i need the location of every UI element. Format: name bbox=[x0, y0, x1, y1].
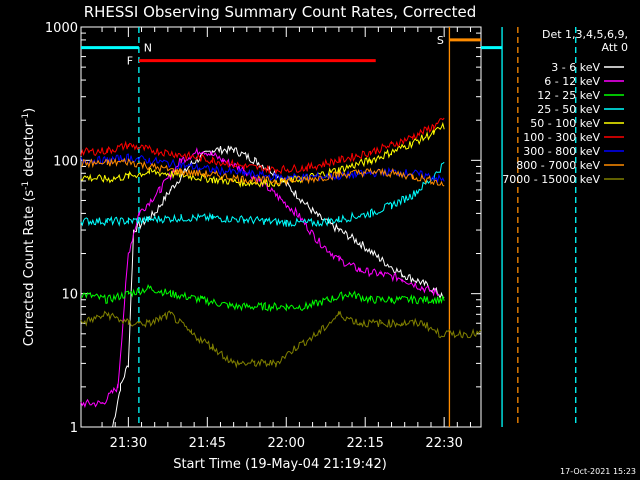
legend-entry-label: 12 - 25 keV bbox=[537, 89, 600, 102]
series-line bbox=[80, 146, 440, 409]
series-line bbox=[80, 284, 445, 313]
x-tick-label: 21:45 bbox=[189, 436, 226, 451]
y-tick-label: 10 bbox=[61, 288, 78, 303]
series-line bbox=[80, 310, 482, 369]
x-tick-label: 22:30 bbox=[425, 436, 462, 451]
timestamp: 17-Oct-2021 15:23 bbox=[560, 467, 636, 476]
chart-title: RHESSI Observing Summary Count Rates, Co… bbox=[84, 3, 477, 21]
legend-entry-label: 50 - 100 keV bbox=[530, 117, 600, 130]
legend-entry-label: 6 - 12 keV bbox=[544, 75, 600, 88]
series-line bbox=[112, 145, 445, 428]
series-line bbox=[80, 157, 445, 187]
legend-entry-label: 3 - 6 keV bbox=[551, 61, 600, 74]
y-axis-label: Corrected Count Rate (s-1 detector-1) bbox=[21, 108, 37, 346]
y-tick-label: 100 bbox=[53, 154, 78, 169]
legend-entry-label: 800 - 7000 keV bbox=[516, 159, 600, 172]
x-tick-label: 22:00 bbox=[268, 436, 305, 451]
x-tick-label: 21:30 bbox=[110, 436, 147, 451]
marker-label: S bbox=[437, 34, 444, 47]
x-axis-label: Start Time (19-May-04 21:19:42) bbox=[173, 457, 387, 472]
y-axis-ticks: 1 10 100 1000 bbox=[45, 21, 481, 436]
legend-entry-label: 25 - 50 keV bbox=[537, 103, 600, 116]
series-line bbox=[80, 117, 445, 175]
attenuator-markers: NF S bbox=[81, 27, 577, 427]
y-tick-label: 1000 bbox=[45, 21, 78, 36]
x-tick-label: 22:15 bbox=[346, 436, 383, 451]
plot-frame bbox=[80, 26, 482, 428]
series-lines bbox=[80, 117, 482, 428]
legend-header: Det 1,3,4,5,6,9, bbox=[542, 28, 628, 41]
marker-label: N bbox=[144, 42, 152, 55]
marker-label: F bbox=[127, 55, 133, 68]
legend-entry-label: 7000 - 15000 keV bbox=[502, 173, 600, 186]
series-line bbox=[80, 121, 445, 188]
legend-header: Att 0 bbox=[602, 41, 628, 54]
legend-entry-label: 300 - 800 keV bbox=[523, 145, 600, 158]
y-tick-label: 1 bbox=[70, 421, 78, 436]
series-line bbox=[80, 161, 445, 228]
legend-entry-label: 100 - 300 keV bbox=[523, 131, 600, 144]
x-axis-ticks: 21:30 21:45 22:00 22:15 22:30 bbox=[101, 27, 471, 451]
